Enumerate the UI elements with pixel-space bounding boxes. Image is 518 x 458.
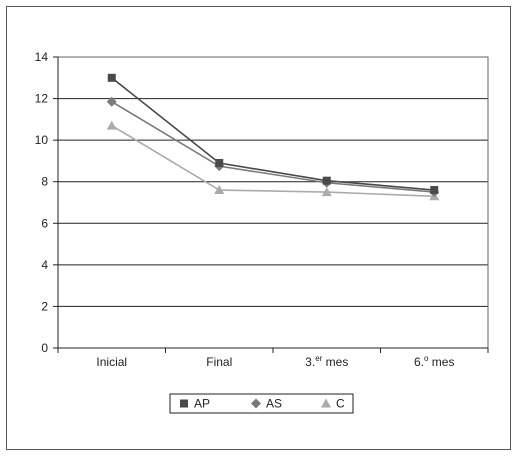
y-tick-label: 2 [41, 299, 48, 313]
data-point-ap [322, 176, 331, 185]
chart-frame [6, 6, 511, 450]
legend-marker-ap [180, 399, 188, 408]
data-point-ap [107, 73, 116, 82]
x-tick-labels: Inicial Final 3.er mes 6.o mes [96, 354, 454, 369]
data-point-ap [430, 186, 439, 195]
series-group [106, 73, 440, 201]
x-tick-label: Final [206, 355, 232, 369]
data-point-c [106, 120, 117, 130]
data-point-ap [215, 159, 224, 168]
legend-label-as: AS [266, 397, 282, 411]
legend-label-ap: AP [194, 397, 210, 411]
y-tick-labels: 0 2 4 6 8 10 12 14 [35, 50, 49, 355]
data-point-c [214, 185, 225, 195]
legend: AP AS C [169, 393, 354, 414]
y-tick-label: 4 [41, 258, 48, 272]
series-line-as [111, 101, 435, 193]
legend-box [169, 393, 354, 414]
x-tick-label: Inicial [96, 355, 127, 369]
legend-marker-as [251, 398, 261, 409]
legend-label-c: C [336, 397, 345, 411]
series-line-c [111, 124, 435, 198]
axes [53, 56, 489, 353]
x-tick-label: 3.er mes [305, 354, 348, 369]
legend-marker-c [321, 398, 331, 408]
y-tick-label: 8 [41, 175, 48, 189]
series-line-ap [111, 77, 435, 191]
y-tick-label: 6 [41, 216, 48, 230]
y-tick-label: 14 [35, 50, 49, 64]
y-tick-label: 12 [35, 92, 49, 106]
data-point-c [321, 187, 332, 197]
gridlines [58, 56, 488, 349]
y-tick-label: 10 [35, 133, 49, 147]
y-tick-label: 0 [41, 341, 48, 355]
x-tick-label: 6.o mes [414, 354, 454, 369]
plot-area-border [57, 56, 489, 349]
data-point-as [106, 96, 117, 107]
